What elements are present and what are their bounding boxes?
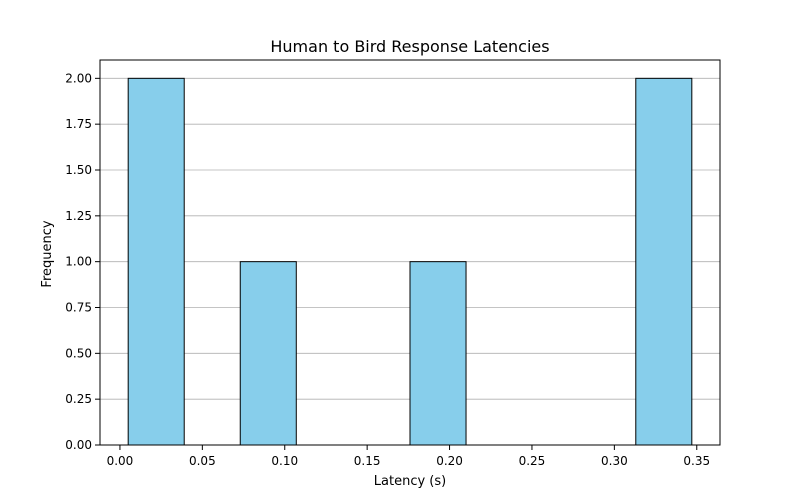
y-axis-label: Frequency <box>40 220 55 287</box>
y-tick-label: 1.75 <box>65 117 92 131</box>
x-axis-label: Latency (s) <box>374 474 446 489</box>
y-tick-label: 0.75 <box>65 301 92 315</box>
histogram-bar <box>409 261 467 446</box>
y-tick-label: 2.00 <box>65 71 92 85</box>
x-tick-label: 0.15 <box>354 454 381 468</box>
x-tick-label: 0.00 <box>107 454 134 468</box>
histogram-bar <box>635 77 693 446</box>
y-tick-label: 0.25 <box>65 392 92 406</box>
x-tick-label: 0.25 <box>519 454 546 468</box>
x-tick-label: 0.05 <box>189 454 216 468</box>
x-tick-label: 0.20 <box>436 454 463 468</box>
x-tick-label: 0.10 <box>271 454 298 468</box>
histogram-bar <box>239 261 297 446</box>
bars <box>127 77 693 446</box>
y-tick-label: 1.50 <box>65 163 92 177</box>
x-tick-label: 0.35 <box>683 454 710 468</box>
y-axis-ticks: 0.00 0.25 0.50 0.75 1.00 1.25 1.50 1.75 2.00 <box>65 71 100 452</box>
y-tick-label: 0.00 <box>65 438 92 452</box>
x-tick-label: 0.30 <box>601 454 628 468</box>
y-tick-label: 0.50 <box>65 346 92 360</box>
histogram-bar <box>127 77 185 446</box>
chart-title: Human to Bird Response Latencies <box>270 37 549 56</box>
y-tick-label: 1.25 <box>65 209 92 223</box>
x-axis-ticks: 0.00 0.05 0.10 0.15 0.20 0.25 0.30 0.35 <box>107 445 710 468</box>
y-tick-label: 1.00 <box>65 255 92 269</box>
plot-frame <box>99 59 721 446</box>
